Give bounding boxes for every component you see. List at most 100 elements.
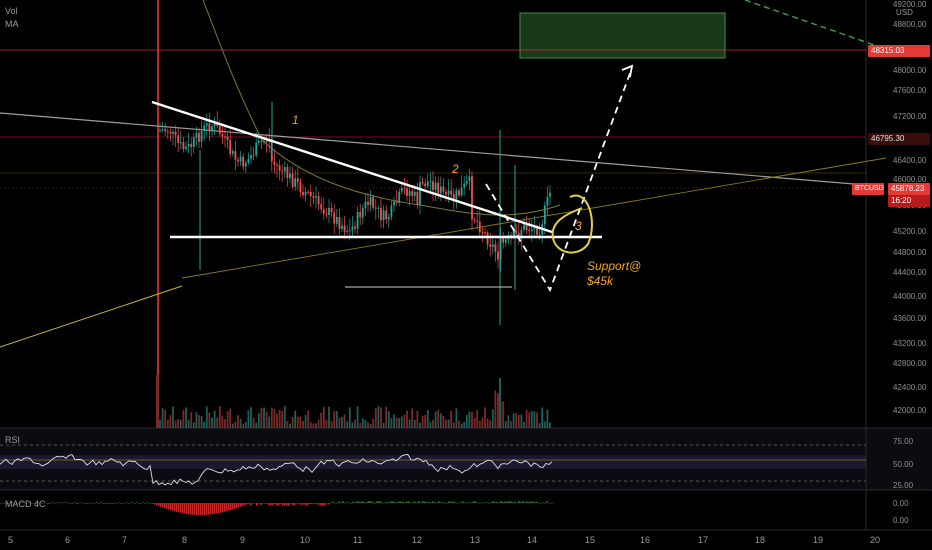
candle-body: [460, 187, 463, 196]
candle-body: [289, 173, 291, 178]
macd-bar: [0, 503, 2, 504]
volume-bar: [276, 414, 278, 428]
candle-body: [432, 181, 434, 190]
macd-bar: [538, 502, 540, 504]
macd-bar: [146, 502, 148, 503]
macd-bar: [182, 503, 184, 514]
red-level-marker: 48315.03: [868, 45, 930, 57]
macd-bar: [460, 502, 462, 504]
volume-bar: [177, 418, 180, 428]
macd-bar: [482, 502, 484, 504]
volume-bar: [268, 416, 271, 428]
macd-bar: [142, 502, 144, 503]
macd-bar: [116, 503, 118, 504]
macd-bar: [502, 501, 504, 503]
candle-body: [244, 163, 247, 167]
candle-body: [322, 209, 325, 214]
legend-ma[interactable]: MA: [5, 19, 19, 29]
macd-tick-0: 0.00: [893, 499, 909, 508]
volume-bar: [322, 406, 325, 428]
volume-bar: [515, 413, 518, 428]
macd-bar: [356, 501, 358, 503]
macd-bar: [446, 502, 448, 504]
candle-body: [536, 226, 538, 235]
candle-body: [198, 132, 200, 142]
legend-macd[interactable]: MACD 4C: [5, 499, 46, 509]
volume-bar: [252, 417, 255, 428]
price-tick: 45200.00: [893, 227, 927, 236]
macd-bar: [394, 501, 396, 503]
macd-bar: [370, 501, 372, 503]
candle-body: [213, 122, 216, 127]
macd-bar: [382, 502, 384, 504]
volume-bar: [502, 401, 505, 428]
candle-body: [419, 182, 421, 205]
macd-bar: [28, 502, 30, 504]
macd-bar: [14, 503, 16, 504]
volume-bar: [546, 409, 549, 428]
candle-body: [239, 156, 242, 162]
candle-body: [296, 178, 299, 183]
candle-body: [546, 196, 549, 206]
projection-path: [485, 67, 633, 293]
volume-bar: [426, 409, 429, 428]
volume-bar: [463, 421, 466, 428]
candle-body: [242, 156, 245, 167]
candle-body: [179, 142, 182, 144]
macd-bar: [518, 501, 520, 503]
candle-body: [291, 173, 294, 187]
macd-bar: [484, 502, 486, 504]
macd-bar: [346, 502, 348, 504]
candle-body: [543, 205, 546, 225]
macd-bar: [52, 502, 54, 504]
macd-bar: [340, 502, 342, 504]
candle-body: [338, 216, 341, 229]
volume-bar: [416, 410, 419, 428]
macd-bar: [18, 503, 20, 504]
volume-bar: [387, 411, 390, 428]
macd-bar: [480, 502, 482, 504]
candle-body: [497, 251, 499, 260]
volume-bar: [325, 420, 328, 428]
macd-bar: [226, 503, 228, 512]
macd-bar: [488, 502, 490, 504]
macd-bar: [76, 503, 78, 504]
legend-vol[interactable]: Vol: [5, 6, 18, 16]
volume-bar: [224, 419, 226, 428]
macd-bar: [308, 503, 310, 505]
macd-bar: [338, 501, 340, 503]
macd-bar: [512, 502, 514, 504]
price-tick: 48000.00: [893, 66, 927, 75]
macd-bar: [68, 502, 70, 504]
macd-bar: [352, 501, 354, 503]
rsi-band: [0, 455, 866, 469]
candle-body: [476, 220, 479, 222]
macd-bar: [48, 503, 50, 504]
projection-arrowhead: [621, 64, 634, 78]
candles: [159, 102, 551, 325]
macd-bar: [354, 502, 356, 504]
macd-bar: [440, 502, 442, 504]
macd-bar: [432, 501, 434, 503]
volume-bar: [278, 409, 281, 428]
macd-bar: [86, 503, 88, 504]
macd-bar: [296, 503, 298, 504]
macd-bar: [520, 502, 522, 503]
candle-body: [398, 191, 401, 203]
time-tick: 7: [122, 535, 127, 545]
volume-bar: [286, 420, 289, 428]
macd-histogram: [0, 501, 554, 515]
wave-1-label: 1: [292, 113, 299, 127]
volume-bar: [195, 412, 198, 428]
candle-body: [218, 125, 221, 134]
volume-bar: [164, 409, 167, 428]
candle-body: [445, 191, 447, 195]
price-tick: 48800.00: [893, 20, 927, 29]
macd-bar: [304, 503, 306, 505]
candle-body: [523, 224, 525, 230]
volume-bar: [471, 412, 473, 428]
macd-bar: [288, 503, 290, 506]
candle-body: [304, 191, 307, 196]
legend-rsi[interactable]: RSI: [5, 435, 21, 445]
